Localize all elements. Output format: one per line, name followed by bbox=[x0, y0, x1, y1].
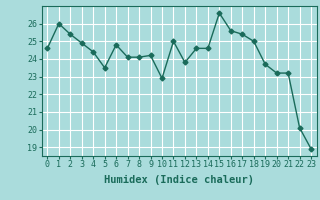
X-axis label: Humidex (Indice chaleur): Humidex (Indice chaleur) bbox=[104, 175, 254, 185]
